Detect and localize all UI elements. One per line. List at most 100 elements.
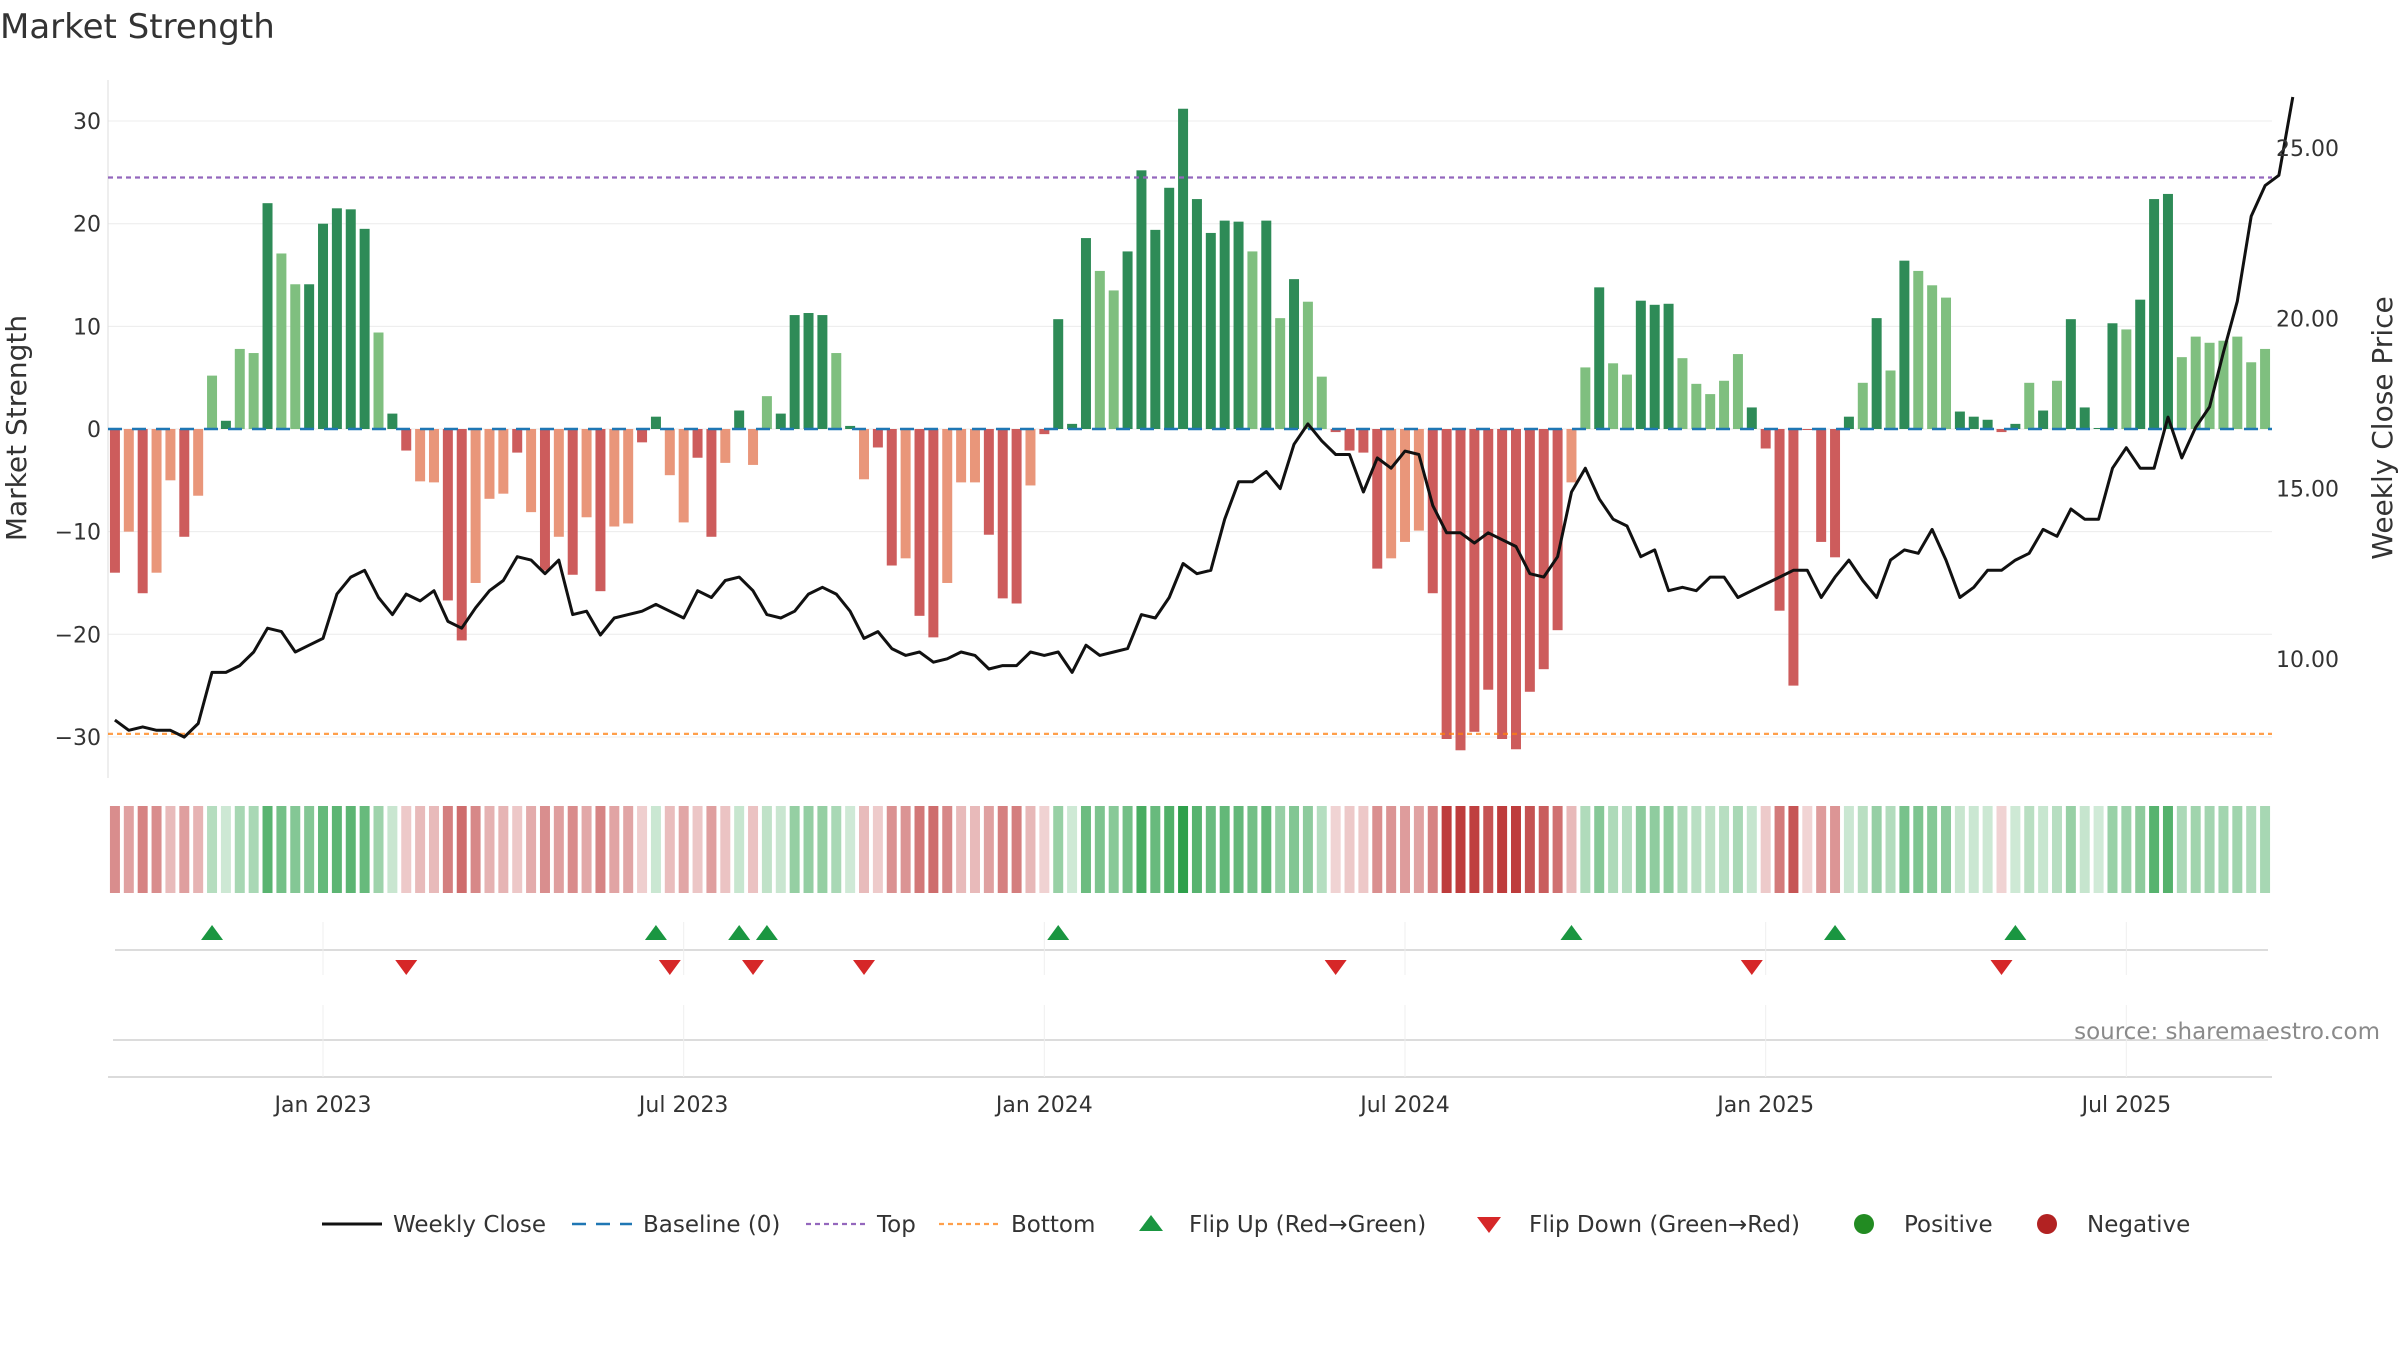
heatstrip-cell (817, 806, 828, 893)
strength-bar (387, 413, 398, 429)
x-tick-label: Jul 2024 (1358, 1093, 1450, 1118)
heatstrip-cell (734, 806, 745, 893)
heatstrip-cell (1608, 806, 1619, 893)
heatstrip-cell (373, 806, 384, 893)
heatstrip-cell (165, 806, 176, 893)
strength-bar (304, 284, 315, 429)
strength-bar (720, 429, 731, 463)
heatstrip-cell (942, 806, 953, 893)
strength-bar (637, 429, 648, 443)
heatstrip-cell (179, 806, 190, 893)
left-tick-label: −10 (55, 521, 101, 546)
strength-bar (872, 429, 883, 448)
strength-bar (1566, 429, 1577, 483)
flip-up-marker (1560, 925, 1583, 940)
strength-bar (1219, 220, 1230, 429)
heatstrip-cell (1843, 806, 1854, 893)
heatstrip-cell (1941, 806, 1952, 893)
heatstrip-cell (526, 806, 537, 893)
heatstrip-cell (1080, 806, 1091, 893)
strength-bar (276, 253, 287, 429)
left-tick-label: 0 (87, 418, 101, 443)
strength-bar (567, 429, 578, 575)
heatstrip-cell (318, 806, 329, 893)
heatstrip-cell (803, 806, 814, 893)
legend-label-baseline: Baseline (0) (643, 1212, 780, 1238)
heatstrip-cell (1816, 806, 1827, 893)
strength-bar (1483, 429, 1494, 690)
strength-bar (1941, 297, 1952, 429)
strength-bar (1871, 318, 1882, 429)
legend: Weekly Close Baseline (0) Top Bottom Flip Up… (322, 1212, 2190, 1238)
heatstrip-cell (1011, 806, 1022, 893)
heatstrip-cell (2038, 806, 2049, 893)
strength-bar (1594, 287, 1605, 429)
heatstrip-cell (1788, 806, 1799, 893)
strength-bar (1025, 429, 1036, 486)
strength-bar (775, 413, 786, 429)
strength-bar (748, 429, 759, 465)
heatstrip-cell (1316, 806, 1327, 893)
heatstrip-cell (290, 806, 301, 893)
strength-bar (1816, 429, 1827, 542)
strength-bar (1538, 429, 1549, 670)
heatstrip-cell (997, 806, 1008, 893)
strength-bar (1205, 232, 1216, 429)
strength-bar (109, 429, 120, 573)
flip-up-marker (728, 925, 751, 940)
strength-bar (1760, 429, 1771, 449)
heatstrip-cell (2246, 806, 2257, 893)
strength-bar (2149, 199, 2160, 429)
legend-label-positive: Positive (1904, 1212, 1993, 1238)
heatstrip-cell (1552, 806, 1563, 893)
strength-bar (2260, 348, 2271, 429)
heatstrip-cell (1885, 806, 1896, 893)
strength-bar (331, 208, 342, 429)
strength-bar (1427, 429, 1438, 594)
strength-bar (1857, 382, 1868, 429)
flip-down-marker (658, 960, 681, 975)
heatstrip-cell (1469, 806, 1480, 893)
strength-bar (2038, 410, 2049, 429)
flip-markers (115, 922, 2268, 975)
heatstrip-cell (234, 806, 245, 893)
strength-bar (664, 429, 675, 476)
x-tick-label: Jul 2025 (2080, 1093, 2172, 1118)
heatstrip-cell (1968, 806, 1979, 893)
left-tick-label: 10 (73, 315, 101, 340)
strength-bar (914, 429, 925, 616)
strength-bar (1302, 301, 1313, 429)
strength-bar (1136, 170, 1147, 429)
flip-up-marker (1047, 925, 1070, 940)
strength-bar (2218, 340, 2229, 429)
heatstrip-cell (512, 806, 523, 893)
heatstrip-cell (1635, 806, 1646, 893)
heatstrip-cell (1719, 806, 1730, 893)
strength-bar (1358, 429, 1369, 453)
right-tick-label: 15.00 (2276, 478, 2339, 503)
heatstrip-cell (1497, 806, 1508, 893)
heatstrip-cell (1108, 806, 1119, 893)
strength-bar (1191, 199, 1202, 429)
strength-bar (1067, 423, 1078, 429)
strength-bar (2093, 427, 2104, 429)
bottom-axis: Jan 2023 Jul 2023 Jan 2024 Jul 2024 Jan 2025… (108, 1005, 2272, 1118)
heatstrip-cell (872, 806, 883, 893)
x-tick-label: Jan 2025 (1715, 1093, 1814, 1118)
strength-bar (1954, 411, 1965, 429)
heatstrip-cell (207, 806, 218, 893)
strength-bar (456, 429, 467, 641)
heatstrip-cell (539, 806, 550, 893)
heatstrip-cell (1566, 806, 1577, 893)
strength-bar (2121, 329, 2132, 429)
flip-up-marker (755, 925, 778, 940)
strength-bar (1413, 429, 1424, 531)
heatstrip-cell (720, 806, 731, 893)
right-tick-label: 20.00 (2276, 307, 2339, 332)
heatstrip-cell (748, 806, 759, 893)
heatstrip-cell (304, 806, 315, 893)
heatstrip-cell (1954, 806, 1965, 893)
heatstrip-cell (914, 806, 925, 893)
strength-bar (969, 429, 980, 483)
strength-bar (1150, 229, 1161, 429)
